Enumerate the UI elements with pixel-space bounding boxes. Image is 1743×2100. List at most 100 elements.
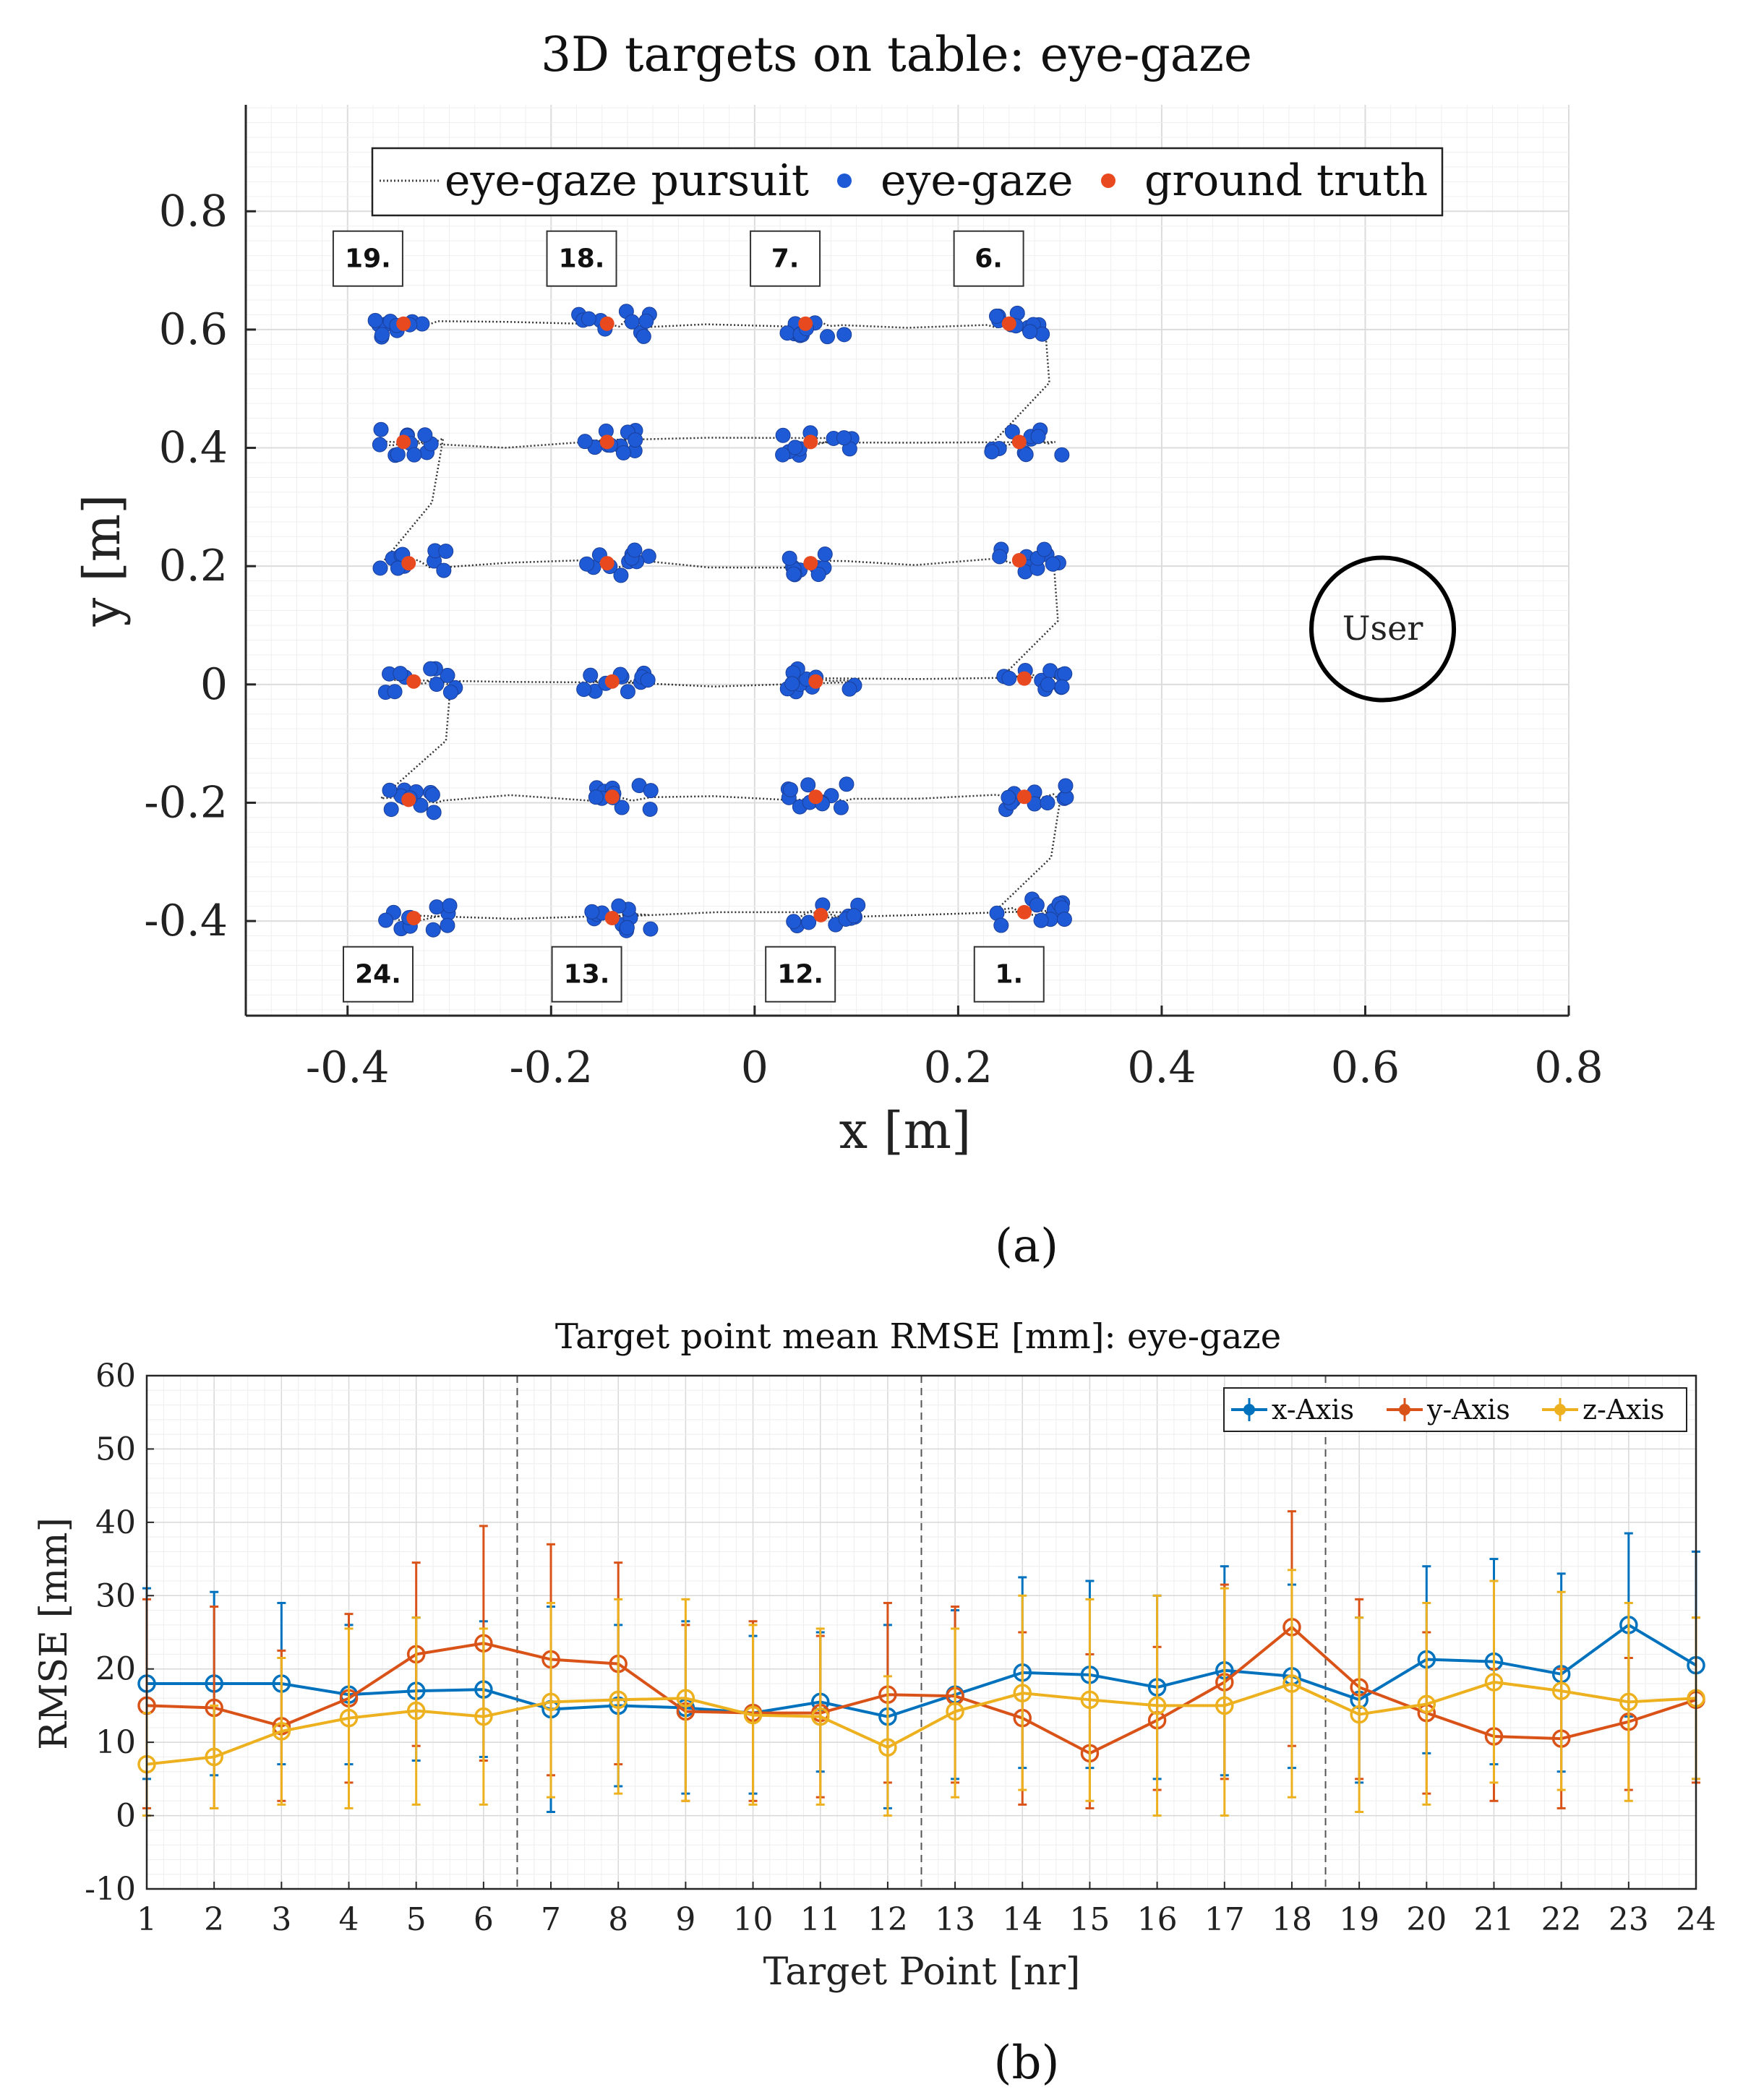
- eye-gaze-point: [390, 447, 406, 463]
- eye-gaze-point: [1018, 447, 1034, 463]
- eye-gaze-point: [581, 311, 596, 327]
- eye-gaze-point: [372, 437, 387, 453]
- eye-gaze-point: [367, 312, 383, 328]
- eye-gaze-point: [382, 782, 398, 798]
- legend-eye-gaze-swatch: [837, 173, 852, 188]
- ground-truth-point: [604, 674, 620, 689]
- eye-gaze-point: [425, 922, 441, 938]
- chart-b-legend: x-Axis y-Axis z-Axis: [1223, 1387, 1687, 1432]
- target-label-text: 24.: [355, 960, 401, 990]
- data-point: [609, 1690, 628, 1710]
- x-tick-label: 16: [1137, 1901, 1178, 1938]
- x-tick-label: 22: [1541, 1901, 1582, 1938]
- y-tick-label: -10: [85, 1871, 136, 1908]
- eye-gaze-point: [781, 550, 797, 566]
- chart-b-frame: [145, 1374, 1697, 1890]
- eye-gaze-point: [638, 313, 654, 329]
- eye-gaze-point: [1035, 326, 1050, 342]
- x-tick-label: 23: [1609, 1901, 1649, 1938]
- ground-truth-point: [396, 316, 411, 331]
- target-label-box: [332, 230, 403, 287]
- eye-gaze-point: [801, 914, 817, 930]
- eye-gaze-point: [839, 776, 855, 792]
- y-tick-label: 0.8: [159, 186, 228, 236]
- ground-truth-point: [1016, 904, 1032, 920]
- x-tick-label: 14: [1002, 1901, 1042, 1938]
- legend-label: z-Axis: [1583, 1394, 1664, 1426]
- eye-gaze-point: [1033, 912, 1049, 928]
- y-tick-label: -0.2: [144, 777, 228, 828]
- eye-gaze-point: [779, 325, 795, 341]
- eye-gaze-point: [782, 781, 798, 797]
- ground-truth-point: [599, 556, 614, 571]
- series-z-axis: [137, 1569, 1705, 1817]
- eye-gaze-point: [993, 917, 1009, 933]
- eye-gaze-point: [429, 899, 445, 915]
- target-labels: 19. 18. 7. 6. 24. 13. 12. 1.: [332, 230, 1045, 1003]
- eye-gaze-point: [643, 783, 659, 799]
- series-line: [146, 1680, 1697, 1766]
- x-tick-label: -0.4: [306, 1042, 390, 1093]
- legend-ground-truth-label: ground truth: [1144, 155, 1428, 206]
- chart-a-grid: [245, 105, 1569, 1016]
- data-point: [1350, 1705, 1369, 1724]
- eye-gaze-point: [1054, 447, 1070, 463]
- series-line: [147, 1623, 1697, 1718]
- eye-gaze-point: [624, 314, 640, 330]
- eye-gaze-point: [1029, 897, 1045, 913]
- eye-gaze-point: [417, 427, 433, 443]
- ground-truth-point: [1016, 671, 1032, 686]
- chart-b-title: Target point mean RMSE [mm]: eye-gaze: [555, 1316, 1281, 1357]
- eye-gaze-point: [442, 685, 458, 700]
- y-tick-label: 0.4: [159, 423, 228, 473]
- data-point: [406, 1701, 426, 1720]
- eye-gaze-point: [1057, 666, 1073, 682]
- chart-a-legend-box: [371, 147, 1444, 217]
- x-tick-label: 4: [339, 1901, 359, 1938]
- eye-gaze-point: [436, 562, 452, 578]
- eye-gaze-point: [406, 447, 422, 463]
- data-point: [946, 1702, 964, 1721]
- target-label-box: [343, 946, 414, 1003]
- legend-ground-truth-swatch: [1101, 173, 1115, 188]
- chart-b-y-label: RMSE [mm]: [33, 1517, 76, 1750]
- eye-gaze-point: [438, 544, 454, 560]
- eye-gaze-point: [820, 329, 836, 345]
- target-label-text: 6.: [975, 244, 1003, 274]
- ground-truth-point: [406, 911, 421, 925]
- eye-gaze-point: [440, 917, 455, 933]
- x-tick-label: 18: [1272, 1901, 1312, 1938]
- user-marker: User: [1309, 555, 1457, 703]
- ground-truth-point: [401, 556, 416, 571]
- eye-gaze-point: [627, 542, 643, 558]
- y-tick-label: 0: [200, 659, 228, 710]
- y-tick-label: 10: [95, 1724, 136, 1761]
- y-tick-label: 0: [116, 1798, 136, 1835]
- x-tick-label: 0.2: [924, 1042, 993, 1093]
- x-tick-label: 7: [541, 1901, 561, 1938]
- legend-swatch-marker: [1243, 1404, 1255, 1415]
- data-point: [1147, 1696, 1167, 1715]
- legend-swatch-marker: [1399, 1404, 1410, 1415]
- y-tick-label: -0.4: [144, 896, 228, 946]
- eye-gaze-point: [784, 676, 800, 692]
- target-label-box: [765, 946, 836, 1003]
- target-label-box: [953, 230, 1024, 287]
- eye-gaze-point: [584, 904, 600, 920]
- x-tick-label: 11: [800, 1901, 841, 1938]
- eye-gaze-point: [775, 427, 791, 443]
- data-point: [810, 1707, 830, 1726]
- ground-truth-point: [1011, 434, 1027, 450]
- ground-truth-point: [396, 434, 411, 450]
- eye-gaze-point: [642, 801, 658, 817]
- x-tick-label: 24: [1676, 1901, 1716, 1938]
- eye-gaze-point: [424, 787, 440, 802]
- x-tick-label: 21: [1473, 1901, 1514, 1938]
- x-tick-label: 20: [1406, 1901, 1447, 1938]
- eye-gaze-point: [833, 800, 849, 815]
- x-tick-label: 0.4: [1127, 1042, 1196, 1093]
- eye-gaze-point: [1037, 541, 1053, 557]
- data-point: [743, 1705, 763, 1725]
